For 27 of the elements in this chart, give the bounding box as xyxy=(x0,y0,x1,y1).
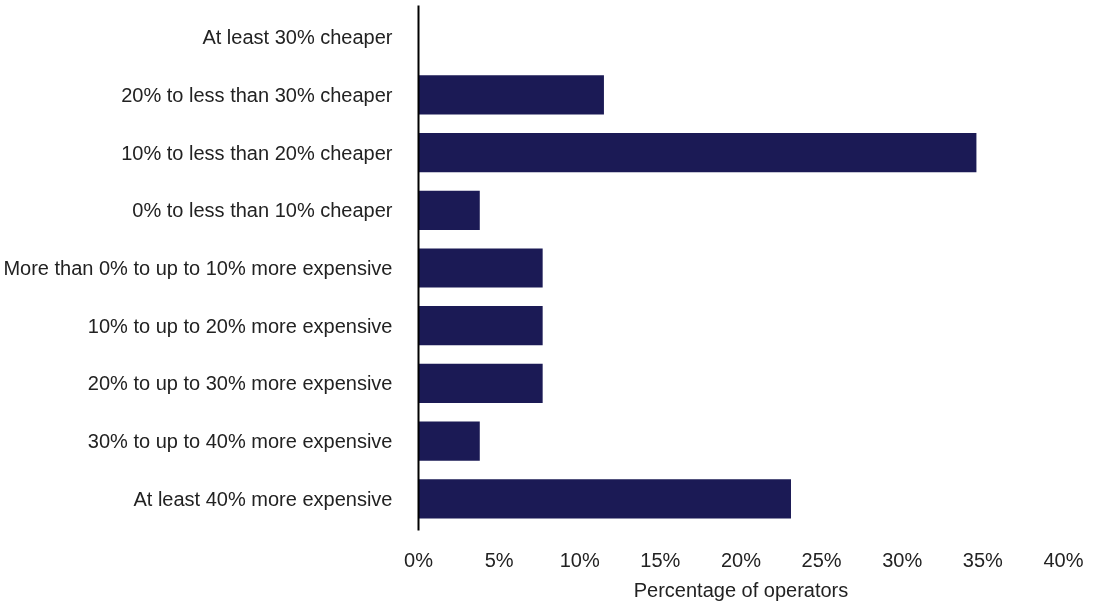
x-tick-label: 0% xyxy=(404,548,434,571)
x-tick-label: 15% xyxy=(640,548,681,571)
bar xyxy=(418,479,791,519)
y-tick-label: 0% to less than 10% cheaper xyxy=(132,199,393,222)
y-tick-label: 30% to up to 40% more expensive xyxy=(87,430,393,453)
y-tick-label: 20% to less than 30% cheaper xyxy=(121,83,393,106)
y-tick-label: 10% to up to 20% more expensive xyxy=(87,314,393,337)
y-tick-label: 20% to up to 30% more expensive xyxy=(87,372,393,395)
x-tick-label: 25% xyxy=(801,548,842,571)
y-tick-label: More than 0% to up to 10% more expensive xyxy=(3,257,393,279)
y-tick-label: At least 40% more expensive xyxy=(133,487,393,510)
x-tick-label: 40% xyxy=(1043,548,1084,571)
bar xyxy=(418,306,543,346)
x-tick-label: 5% xyxy=(484,548,514,571)
x-tick-label: 20% xyxy=(720,548,762,571)
bar xyxy=(418,248,543,288)
x-tick-label: 30% xyxy=(882,548,923,571)
bar xyxy=(418,133,977,173)
bar xyxy=(418,190,480,230)
y-tick-label: At least 30% cheaper xyxy=(202,26,393,49)
bar xyxy=(418,421,480,461)
bar xyxy=(418,75,604,115)
x-axis-title: Percentage of operators xyxy=(633,578,849,601)
y-tick-label: 10% to less than 20% cheaper xyxy=(121,141,393,164)
x-tick-label: 10% xyxy=(559,548,600,571)
x-tick-label: 35% xyxy=(962,548,1004,571)
bar xyxy=(418,363,543,403)
